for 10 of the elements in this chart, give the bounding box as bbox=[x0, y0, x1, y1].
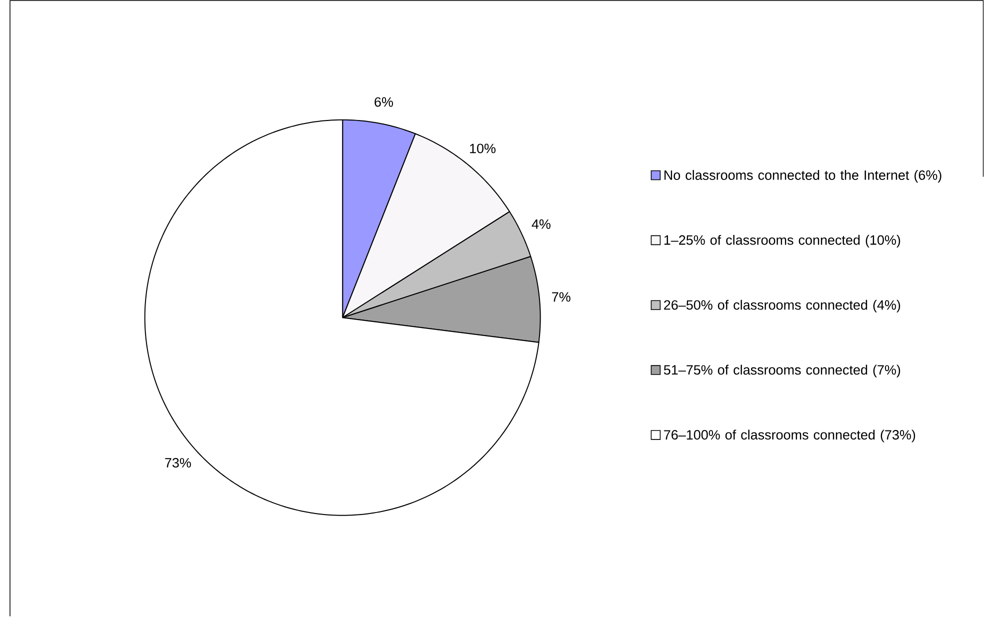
legend-label: 1–25% of classrooms connected (10%) bbox=[664, 235, 900, 248]
data-label: 7% bbox=[552, 292, 570, 302]
legend-label: 26–50% of classrooms connected (4%) bbox=[664, 300, 900, 313]
data-label: 73% bbox=[165, 458, 191, 468]
legend-label: 76–100% of classrooms connected (73%) bbox=[664, 430, 916, 442]
legend-label: 51–75% of classrooms connected (7%) bbox=[664, 364, 900, 378]
legend-label: No classrooms connected to the Internet (6%) bbox=[664, 170, 942, 183]
data-label: 10% bbox=[470, 144, 496, 154]
data-label: 4% bbox=[532, 220, 550, 230]
data-label: 6% bbox=[374, 97, 393, 107]
